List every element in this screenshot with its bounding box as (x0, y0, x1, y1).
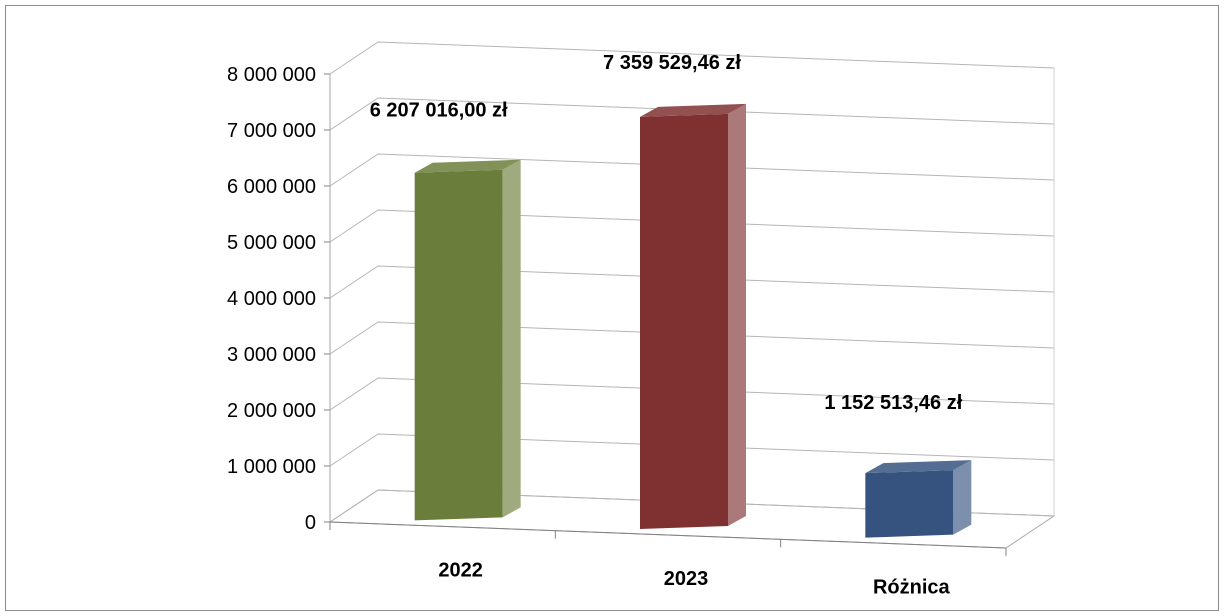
bar-front (640, 113, 728, 530)
gridline (329, 153, 1055, 187)
bar-front (865, 470, 954, 538)
y-tick-label: 5 000 000 (227, 232, 316, 254)
bar-top (865, 460, 972, 474)
bar-1 (414, 159, 521, 521)
bar-2 (640, 103, 746, 530)
gridline (329, 377, 1055, 411)
x-axis-line (329, 521, 1007, 549)
x-tick-label: 2022 (438, 559, 483, 581)
y-tick-label: 8 000 000 (227, 64, 316, 86)
y-tick-label: 1 000 000 (227, 456, 316, 478)
y-tick-label: 6 000 000 (227, 176, 316, 198)
gridline (329, 209, 1055, 243)
gridline (329, 321, 1055, 355)
bar-side (953, 460, 972, 535)
bar-side (728, 103, 746, 527)
bar-side (502, 159, 521, 518)
bar-top (640, 103, 746, 117)
gridline (329, 41, 1055, 75)
data-label: 6 207 016,00 zł (370, 100, 508, 122)
gridline (329, 489, 1055, 523)
x-tick-label: Różnica (873, 577, 951, 599)
gridline (329, 265, 1055, 299)
gridline (329, 433, 1055, 467)
bar-front (414, 169, 503, 521)
bar-3 (865, 460, 972, 538)
y-tick-label: 3 000 000 (227, 344, 316, 366)
bar-top (414, 159, 521, 173)
chart-frame (5, 5, 1219, 611)
y-tick-label: 7 000 000 (227, 120, 316, 142)
data-label: 7 359 529,46 zł (603, 52, 741, 74)
x-tick-label: 2023 (664, 568, 709, 590)
y-tick-label: 0 (305, 512, 316, 534)
gridline (329, 97, 1055, 131)
y-tick-label: 2 000 000 (227, 400, 316, 422)
y-tick-label: 4 000 000 (227, 288, 316, 310)
data-label: 1 152 513,46 zł (824, 392, 962, 414)
